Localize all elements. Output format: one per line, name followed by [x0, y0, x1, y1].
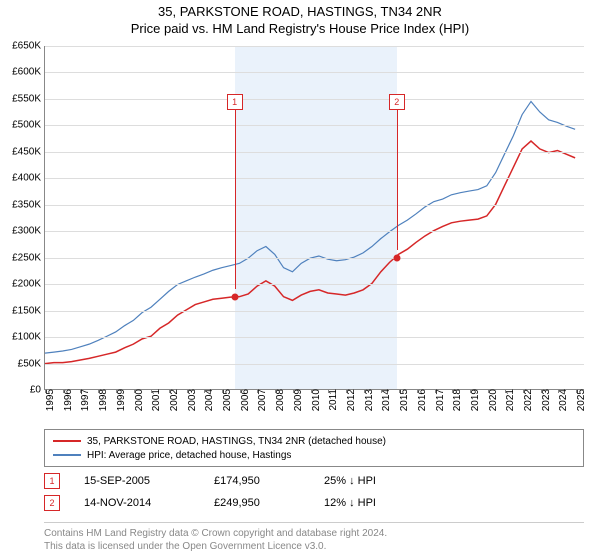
event-row-2: 2 14-NOV-2014 £249,950 12% ↓ HPI: [44, 492, 584, 514]
y-axis-label: £600K: [12, 67, 45, 78]
y-axis-label: £400K: [12, 173, 45, 184]
title-subtitle: Price paid vs. HM Land Registry's House …: [0, 21, 600, 36]
x-axis-label: 2006: [236, 389, 251, 411]
chart-gridline: [45, 258, 584, 259]
x-axis-label: 1998: [94, 389, 109, 411]
x-axis-label: 2022: [519, 389, 534, 411]
event-row-1: 1 15-SEP-2005 £174,950 25% ↓ HPI: [44, 470, 584, 492]
event-date-2: 14-NOV-2014: [84, 497, 214, 509]
chart-gridline: [45, 152, 584, 153]
x-axis-label: 2021: [501, 389, 516, 411]
event-leader-line: [235, 110, 236, 290]
x-axis-label: 2024: [554, 389, 569, 411]
chart-container: 35, PARKSTONE ROAD, HASTINGS, TN34 2NR P…: [0, 0, 600, 560]
chart-gridline: [45, 99, 584, 100]
chart-gridline: [45, 178, 584, 179]
sale-marker-dot: [393, 254, 400, 261]
legend-label-property: 35, PARKSTONE ROAD, HASTINGS, TN34 2NR (…: [87, 436, 386, 447]
y-axis-label: £350K: [12, 199, 45, 210]
event-price-2: £249,950: [214, 497, 324, 509]
y-axis-label: £250K: [12, 252, 45, 263]
event-pct-1: 25% ↓ HPI: [324, 475, 454, 487]
event-number-box: 2: [389, 94, 405, 110]
chart-gridline: [45, 72, 584, 73]
x-axis-label: 2009: [289, 389, 304, 411]
y-axis-label: £500K: [12, 120, 45, 131]
chart-gridline: [45, 337, 584, 338]
series-line-property: [45, 141, 575, 364]
event-pct-2: 12% ↓ HPI: [324, 497, 454, 509]
legend-swatch-property: [53, 440, 81, 442]
x-axis-label: 2012: [342, 389, 357, 411]
y-axis-label: £100K: [12, 332, 45, 343]
x-axis-label: 2025: [572, 389, 587, 411]
y-axis-label: £200K: [12, 279, 45, 290]
y-axis-label: £450K: [12, 146, 45, 157]
y-axis-label: £50K: [18, 358, 45, 369]
attribution-line2: This data is licensed under the Open Gov…: [44, 540, 584, 553]
y-axis-label: £550K: [12, 93, 45, 104]
sale-marker-dot: [231, 294, 238, 301]
x-axis-label: 2001: [147, 389, 162, 411]
legend-row-hpi: HPI: Average price, detached house, Hast…: [53, 448, 575, 462]
x-axis-label: 2008: [271, 389, 286, 411]
event-price-1: £174,950: [214, 475, 324, 487]
event-marker-2: 2: [44, 495, 60, 511]
chart-plot-area: £0£50K£100K£150K£200K£250K£300K£350K£400…: [44, 46, 584, 390]
attribution-line1: Contains HM Land Registry data © Crown c…: [44, 527, 584, 540]
legend-swatch-hpi: [53, 454, 81, 456]
x-axis-label: 2016: [413, 389, 428, 411]
title-block: 35, PARKSTONE ROAD, HASTINGS, TN34 2NR P…: [0, 0, 600, 36]
y-axis-label: £150K: [12, 305, 45, 316]
x-axis-label: 2015: [395, 389, 410, 411]
chart-gridline: [45, 46, 584, 47]
chart-gridline: [45, 205, 584, 206]
x-axis-label: 1997: [76, 389, 91, 411]
legend-row-property: 35, PARKSTONE ROAD, HASTINGS, TN34 2NR (…: [53, 434, 575, 448]
x-axis-label: 2000: [130, 389, 145, 411]
x-axis-label: 2019: [466, 389, 481, 411]
title-address: 35, PARKSTONE ROAD, HASTINGS, TN34 2NR: [0, 4, 600, 19]
event-date-1: 15-SEP-2005: [84, 475, 214, 487]
event-marker-1: 1: [44, 473, 60, 489]
chart-gridline: [45, 284, 584, 285]
x-axis-label: 1999: [112, 389, 127, 411]
series-line-hpi: [45, 101, 575, 353]
chart-gridline: [45, 125, 584, 126]
x-axis-label: 2011: [324, 389, 339, 411]
x-axis-label: 2003: [183, 389, 198, 411]
x-axis-label: 2018: [448, 389, 463, 411]
y-axis-label: £300K: [12, 226, 45, 237]
legend-label-hpi: HPI: Average price, detached house, Hast…: [87, 450, 291, 461]
x-axis-label: 2005: [218, 389, 233, 411]
x-axis-label: 1996: [59, 389, 74, 411]
attribution-block: Contains HM Land Registry data © Crown c…: [44, 522, 584, 553]
x-axis-label: 2020: [484, 389, 499, 411]
x-axis-label: 2007: [253, 389, 268, 411]
x-axis-label: 2017: [431, 389, 446, 411]
x-axis-label: 2023: [537, 389, 552, 411]
x-axis-label: 2004: [200, 389, 215, 411]
chart-gridline: [45, 311, 584, 312]
legend-box: 35, PARKSTONE ROAD, HASTINGS, TN34 2NR (…: [44, 429, 584, 467]
event-number-box: 1: [227, 94, 243, 110]
event-leader-line: [397, 110, 398, 250]
x-axis-label: 2002: [165, 389, 180, 411]
x-axis-label: 2013: [360, 389, 375, 411]
x-axis-label: 2014: [377, 389, 392, 411]
events-table: 1 15-SEP-2005 £174,950 25% ↓ HPI 2 14-NO…: [44, 470, 584, 514]
y-axis-label: £650K: [12, 41, 45, 52]
chart-gridline: [45, 231, 584, 232]
x-axis-label: 2010: [307, 389, 322, 411]
chart-gridline: [45, 364, 584, 365]
x-axis-label: 1995: [41, 389, 56, 411]
